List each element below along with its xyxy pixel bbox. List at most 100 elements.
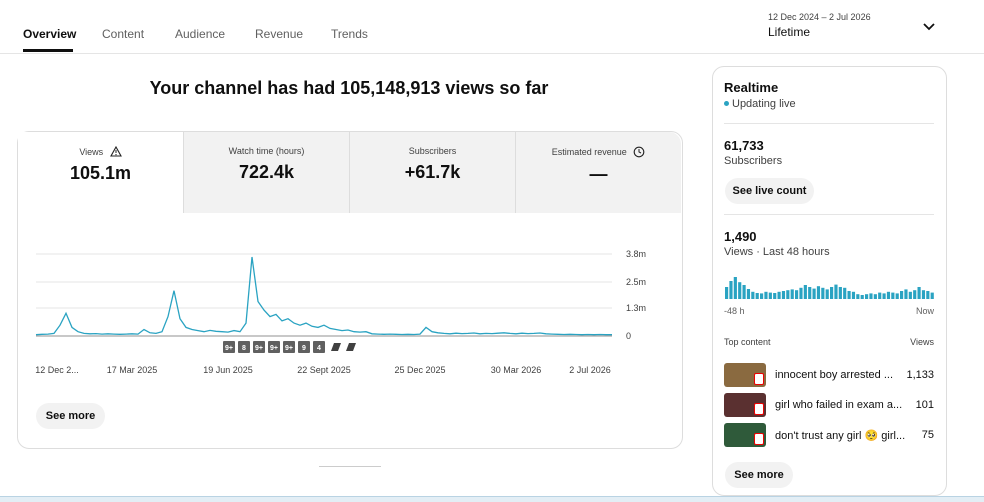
event-marker xyxy=(238,341,250,353)
realtime-bar xyxy=(751,291,755,299)
content-title: innocent boy arrested ... xyxy=(775,369,894,381)
realtime-bar xyxy=(895,293,899,299)
realtime-bar xyxy=(873,294,877,299)
bars-end: Now xyxy=(915,306,934,316)
realtime-bar xyxy=(834,284,838,299)
metric-value: +61.7k xyxy=(404,162,461,182)
video-marker-icon xyxy=(331,343,341,351)
bars-start: -48 h xyxy=(724,306,745,316)
realtime-bar xyxy=(847,291,851,299)
content-title: girl who failed in exam a... xyxy=(775,399,903,411)
realtime-bar xyxy=(777,291,781,299)
status-text: Updating live xyxy=(732,98,796,110)
thumbnail xyxy=(724,393,766,417)
tab[interactable]: Overview xyxy=(23,27,77,41)
headline: Your channel has had 105,148,913 views s… xyxy=(149,78,549,98)
shorts-badge xyxy=(754,403,764,415)
realtime-bar xyxy=(865,294,869,299)
realtime-bar xyxy=(917,287,921,299)
realtime-bars xyxy=(725,277,934,299)
views-count: 1,490 xyxy=(724,229,757,244)
date-period[interactable]: Lifetime xyxy=(768,25,811,39)
realtime-bar xyxy=(904,289,908,299)
realtime-bar xyxy=(812,288,816,299)
metric-tab[interactable]: Subscribers +61.7k xyxy=(350,132,516,213)
realtime-bar xyxy=(851,291,856,299)
metric-label: Watch time (hours) xyxy=(228,146,305,156)
realtime-bar xyxy=(755,293,759,299)
x-tick-label: 12 Dec 2... xyxy=(35,365,79,375)
realtime-bar xyxy=(869,293,873,299)
realtime-bar xyxy=(795,290,799,299)
realtime-card xyxy=(712,66,947,496)
tab[interactable]: Trends xyxy=(331,27,368,41)
tab[interactable]: Revenue xyxy=(255,27,304,41)
divider xyxy=(724,214,934,215)
realtime-bar xyxy=(768,292,772,299)
date-range[interactable]: 12 Dec 2024 – 2 Jul 2026 xyxy=(768,12,871,22)
realtime-bar xyxy=(908,291,912,299)
metric-label: Estimated revenue xyxy=(551,147,627,157)
y-tick-label: 1.3m xyxy=(626,303,646,313)
tab[interactable]: Audience xyxy=(175,27,226,41)
realtime-bar xyxy=(921,290,926,299)
realtime-bar xyxy=(843,287,847,299)
realtime-bar xyxy=(764,291,768,299)
x-tick-label: 30 Mar 2026 xyxy=(491,365,542,375)
thumbnail xyxy=(724,423,766,447)
event-marker-label: 8 xyxy=(242,345,246,352)
dropdown-chevron[interactable] xyxy=(922,22,936,32)
realtime-bar xyxy=(882,293,886,299)
divider xyxy=(0,53,984,54)
see-more-button[interactable]: See more xyxy=(725,462,793,488)
realtime-bar xyxy=(926,291,930,299)
y-tick-label: 2.5m xyxy=(626,277,646,287)
bottom-bar xyxy=(0,496,984,502)
live-dot xyxy=(724,101,729,106)
tab[interactable]: Content xyxy=(102,27,145,41)
event-marker-label: 4 xyxy=(317,345,321,352)
views-label: Views · Last 48 hours xyxy=(724,246,830,258)
event-marker xyxy=(253,341,265,353)
event-marker-label: 9+ xyxy=(225,345,233,352)
realtime-bar xyxy=(729,281,733,299)
x-tick-label: 2 Jul 2026 xyxy=(569,365,611,375)
y-tick-label: 0 xyxy=(626,331,631,341)
event-marker xyxy=(283,341,295,353)
realtime-bar xyxy=(830,287,834,299)
clock-icon xyxy=(633,146,645,158)
event-marker-label: 9+ xyxy=(285,345,293,352)
metric-label: Views xyxy=(79,147,104,157)
shorts-badge xyxy=(754,373,764,385)
content-views: 1,133 xyxy=(906,369,934,381)
metric-tab[interactable]: Estimated revenue — xyxy=(516,132,681,213)
realtime-bar xyxy=(786,290,790,299)
realtime-bar xyxy=(790,289,794,299)
subscriber-label: Subscribers xyxy=(724,155,783,167)
content-views: 101 xyxy=(915,399,934,411)
event-marker xyxy=(268,341,280,353)
realtime-bar xyxy=(838,287,842,299)
realtime-bar xyxy=(738,282,742,299)
metric-tab[interactable]: Views 105.1m xyxy=(18,132,184,213)
realtime-bar xyxy=(799,287,803,299)
realtime-bar xyxy=(746,289,751,299)
metric-tab[interactable]: Watch time (hours) 722.4k xyxy=(184,132,350,213)
see-more-button[interactable]: See more xyxy=(36,403,105,429)
metric-label: Subscribers xyxy=(408,146,457,156)
realtime-bar xyxy=(860,295,864,299)
divider xyxy=(724,123,934,124)
realtime-bar xyxy=(900,291,904,299)
realtime-bar xyxy=(803,285,807,299)
content-title: don't trust any girl 🥺 girl... xyxy=(775,430,906,442)
realtime-bar xyxy=(773,293,777,299)
content-views: 75 xyxy=(921,429,934,441)
x-tick-label: 22 Sept 2025 xyxy=(297,365,351,375)
event-marker-label: 9+ xyxy=(255,345,263,352)
live-count-button[interactable]: See live count xyxy=(725,178,814,204)
realtime-status: Updating live xyxy=(724,98,796,110)
realtime-bar xyxy=(725,287,729,299)
top-content-title: Top content xyxy=(724,337,771,347)
event-marker xyxy=(298,341,310,353)
event-marker-label: 9 xyxy=(302,345,306,352)
